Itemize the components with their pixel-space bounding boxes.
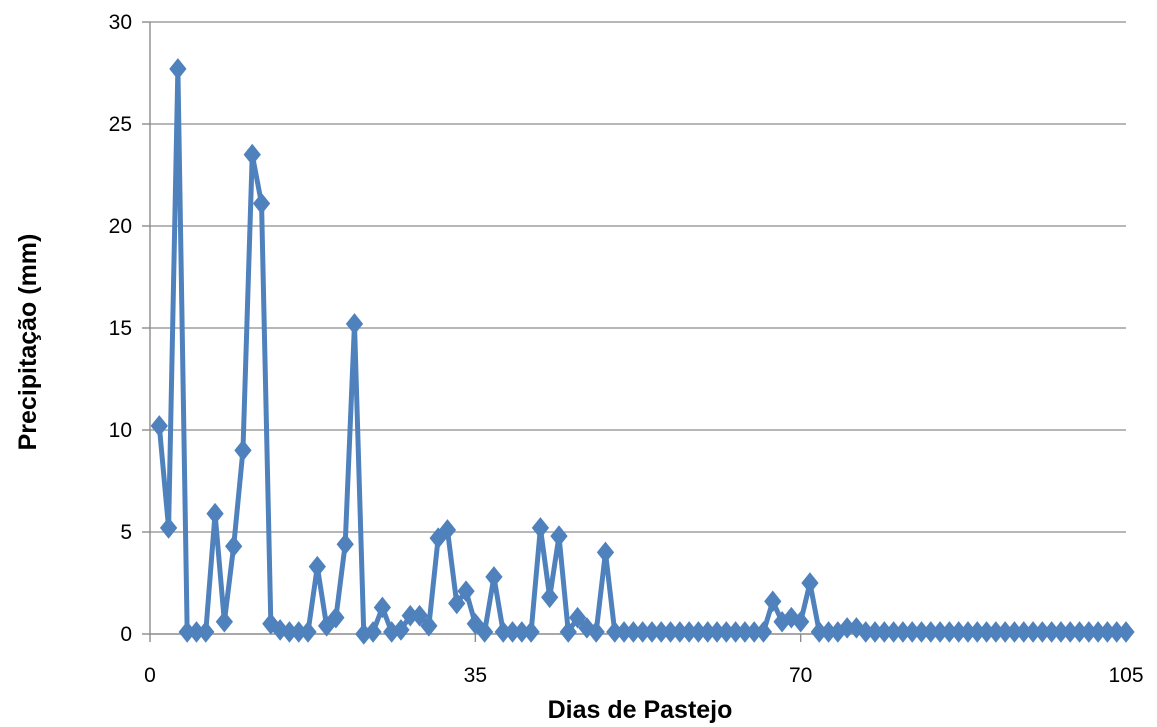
data-point [596,541,615,564]
data-point [448,592,466,615]
data-point [764,590,782,613]
y-tick-label: 0 [120,623,132,646]
data-point [392,619,410,641]
y-tick-label: 25 [109,113,132,136]
data-point [550,525,568,547]
data-point [475,621,494,643]
data-point [792,610,810,633]
y-tick-labels: 0 5 10 15 20 25 30 [109,11,132,646]
data-point [801,572,819,594]
x-tick-label: 35 [464,664,487,687]
data-point [234,439,252,462]
data-point [410,604,429,627]
series-line [156,66,1129,637]
data-point [531,517,550,539]
data-point [243,143,261,166]
data-point [169,58,187,80]
data-point [420,615,438,637]
data-point [522,621,540,643]
x-axis-title: Dias de Pastejo [548,696,733,724]
data-point [457,580,475,602]
data-point [485,566,503,588]
data-point [215,610,234,633]
y-tick-label: 15 [109,317,132,340]
x-tick-label: 105 [1108,664,1143,687]
y-tick-label: 30 [109,11,132,34]
data-point [345,313,364,335]
data-point [225,535,243,558]
data-point [308,555,326,578]
data-point [438,519,457,541]
data-point [252,192,271,215]
series-layer [150,58,1135,645]
data-point [327,606,345,629]
data-point [373,596,392,619]
data-point [568,606,587,629]
y-axis-title: Precipitação (mm) [14,234,42,451]
data-point [559,621,577,643]
y-tick-label: 20 [109,215,132,238]
axes [142,21,1127,642]
data-point [150,415,168,437]
data-point [541,586,559,609]
x-tick-labels: 0 35 70 105 [144,664,1143,687]
data-point [299,621,317,643]
x-tick-label: 70 [789,664,812,687]
data-point [336,533,354,556]
y-tick-label: 10 [109,419,132,442]
data-point [587,621,605,643]
data-point [197,621,215,643]
y-tick-label: 5 [120,521,132,544]
gridlines [150,21,1126,533]
data-point [159,517,178,539]
x-tick-label: 0 [144,664,156,687]
data-point [364,621,382,643]
data-point [206,502,224,525]
data-point [754,621,773,643]
data-point [1117,621,1135,643]
